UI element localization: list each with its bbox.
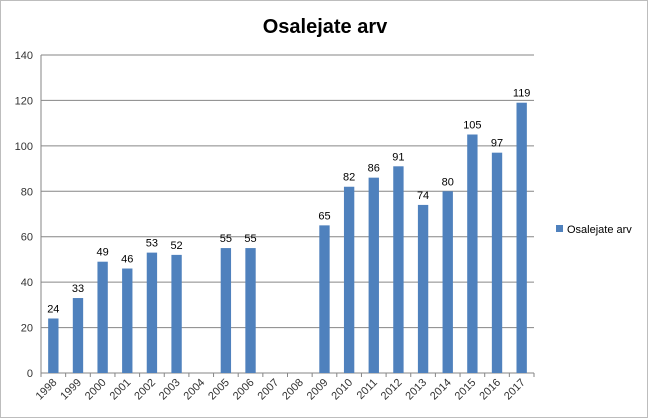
y-tick-label: 120 xyxy=(15,95,33,107)
legend-label: Osalejate arv xyxy=(567,224,632,236)
x-tick-label: 2009 xyxy=(305,377,331,403)
bar xyxy=(72,298,84,373)
x-tick-label: 2008 xyxy=(280,377,306,403)
data-label: 86 xyxy=(368,163,380,175)
bars xyxy=(48,102,527,373)
x-tick-label: 2000 xyxy=(83,377,109,403)
x-tick-label: 2007 xyxy=(255,377,281,403)
bar xyxy=(491,152,503,373)
bar xyxy=(516,102,527,373)
data-label: 74 xyxy=(417,190,429,202)
bar xyxy=(319,225,330,373)
data-label: 65 xyxy=(318,210,330,222)
data-label: 53 xyxy=(146,238,158,250)
y-tick-label: 100 xyxy=(15,141,33,153)
bar xyxy=(97,261,108,373)
bar xyxy=(417,204,429,373)
data-label: 52 xyxy=(170,240,182,252)
data-label: 91 xyxy=(392,151,404,163)
y-tick-label: 80 xyxy=(21,186,33,198)
x-tick-label: 2005 xyxy=(206,377,232,403)
data-label: 46 xyxy=(121,254,133,266)
x-tick-label: 2011 xyxy=(355,377,380,402)
x-tick-label: 2013 xyxy=(403,377,429,403)
x-tick-label: 2014 xyxy=(428,377,454,403)
y-tick-label: 140 xyxy=(15,50,33,62)
data-label: 119 xyxy=(513,88,531,100)
bar xyxy=(368,177,379,373)
bar xyxy=(343,186,355,373)
y-tick-label: 60 xyxy=(21,232,33,244)
legend: Osalejate arv xyxy=(556,224,632,236)
data-label: 80 xyxy=(442,176,454,188)
x-tick-label: 2002 xyxy=(132,377,158,403)
bar xyxy=(245,248,256,373)
y-tick-label: 40 xyxy=(21,277,33,289)
x-tick-label: 2003 xyxy=(157,377,183,403)
data-label: 97 xyxy=(491,138,503,150)
data-label: 55 xyxy=(244,233,256,245)
chart-title: Osalejate arv xyxy=(263,16,388,38)
data-label: 33 xyxy=(72,283,84,295)
data-label: 24 xyxy=(47,303,59,315)
gridlines xyxy=(40,54,534,374)
y-axis: 0 20 40 60 80 100 120 140 xyxy=(15,50,33,380)
x-tick-label: 1998 xyxy=(34,377,60,403)
x-tick-label: 2012 xyxy=(379,377,405,403)
bar xyxy=(220,248,232,373)
x-tick-label: 2015 xyxy=(453,377,479,403)
data-label: 82 xyxy=(343,172,355,184)
data-label: 49 xyxy=(97,247,109,259)
legend-swatch xyxy=(556,225,563,232)
bar xyxy=(122,268,133,373)
x-tick-label: 2010 xyxy=(329,377,355,403)
data-label: 55 xyxy=(220,233,232,245)
x-tick-label: 2016 xyxy=(477,377,503,403)
x-tick-label: 1999 xyxy=(58,377,84,403)
bar xyxy=(146,252,158,373)
bar xyxy=(171,254,182,373)
x-tick-label: 2006 xyxy=(231,377,257,403)
x-tick-label: 2001 xyxy=(108,377,134,403)
bar xyxy=(393,166,404,373)
y-tick-label: 20 xyxy=(21,323,33,335)
x-tick-label: 2017 xyxy=(502,377,528,403)
x-axis: 1998199920002001200220032004200520062007… xyxy=(34,373,535,403)
bar xyxy=(467,134,478,373)
y-tick-label: 0 xyxy=(27,368,33,380)
bar xyxy=(442,191,453,373)
data-labels: 24 33 49 46 53 52 55 55 65 82 86 91 74 80 105 97 119 xyxy=(47,88,530,316)
bar xyxy=(48,318,59,373)
data-label: 105 xyxy=(463,120,481,132)
x-tick-label: 2004 xyxy=(182,377,208,403)
